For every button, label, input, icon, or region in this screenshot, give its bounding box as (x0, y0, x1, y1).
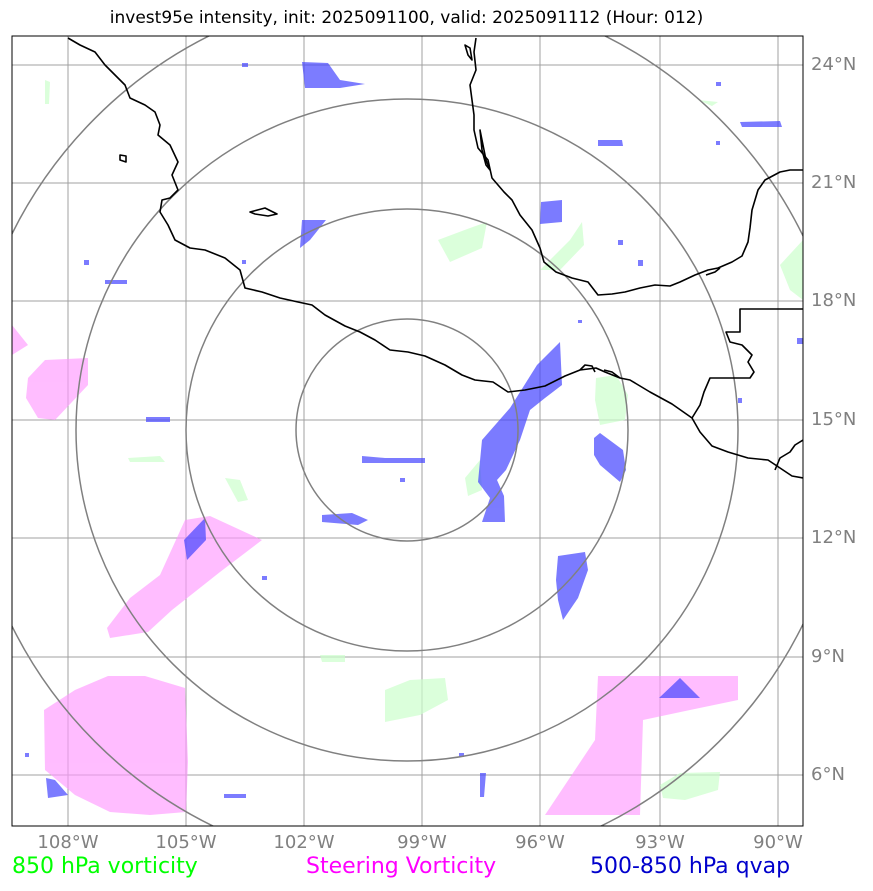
qvap-patch (659, 678, 700, 698)
qvap-patch (146, 417, 170, 422)
steering-patch (545, 676, 738, 815)
qvap-patch (242, 260, 246, 264)
range-rings (12, 36, 803, 826)
qvap-patch (242, 63, 248, 67)
qvap-patch (400, 478, 405, 482)
legend-vort850: 850 hPa vorticity (12, 854, 198, 879)
vort850-patch (465, 460, 482, 496)
qvap-patch (638, 260, 643, 266)
qvap-patch (598, 140, 623, 146)
lat-label-15: 15°N (811, 409, 857, 430)
qvap-patch (262, 576, 267, 580)
steering-contours (12, 325, 738, 815)
lat-label-21: 21°N (811, 172, 857, 193)
lon-label-96: 96°W (515, 832, 565, 853)
vort850-contours (45, 80, 803, 800)
qvap-patch (480, 773, 486, 797)
island-small-2 (249, 207, 278, 217)
steering-patch (44, 676, 188, 815)
coastline (67, 37, 803, 479)
qvap-patch (184, 518, 206, 560)
qvap-patch (459, 753, 464, 757)
vort850-patch (540, 222, 584, 270)
qvap-patch (46, 778, 68, 798)
coastline-tehuantepec (579, 364, 621, 379)
qvap-patch (540, 200, 562, 224)
qvap-patch (556, 552, 588, 620)
border-belize (774, 439, 803, 471)
steering-patch (26, 358, 88, 420)
coastline-yucatan-tip (705, 267, 721, 276)
vort850-patch (438, 222, 487, 262)
qvap-patch (105, 280, 127, 284)
coastline-mexico-pacific (67, 37, 803, 479)
lon-label-102: 102°W (273, 832, 335, 853)
map-title: invest95e intensity, init: 2025091100, v… (109, 8, 704, 28)
lat-label-9: 9°N (811, 646, 845, 667)
coastline-island (464, 44, 473, 61)
lon-label-93: 93°W (635, 832, 685, 853)
vort850-patch (595, 375, 628, 425)
lon-label-99: 99°W (397, 832, 447, 853)
qvap-patch (224, 794, 246, 798)
vort850-patch (780, 240, 803, 300)
qvap-patch (302, 62, 365, 88)
lat-label-24: 24°N (811, 54, 857, 75)
legend-steering: Steering Vorticity (306, 854, 497, 879)
qvap-patch (322, 513, 368, 525)
lat-label-18: 18°N (811, 290, 857, 311)
steering-patch (107, 516, 262, 638)
coastline-gulf (469, 37, 803, 296)
qvap-patch (84, 260, 89, 265)
island-small-1 (119, 154, 127, 163)
lat-label-12: 12°N (811, 527, 857, 548)
qvap-patch (740, 121, 782, 127)
border-guatemala (691, 308, 803, 419)
lon-label-108: 108°W (37, 832, 99, 853)
qvap-patch (797, 338, 803, 344)
qvap-patch (25, 753, 29, 757)
vort850-patch (698, 100, 718, 106)
vort850-patch (660, 772, 720, 800)
qvap-patch (716, 82, 721, 86)
vort850-patch (128, 456, 165, 462)
vort850-patch (45, 80, 50, 104)
range-ring-3 (75, 98, 739, 762)
qvap-patch (362, 456, 425, 463)
vort850-patch (320, 655, 345, 662)
lon-label-105: 105°W (155, 832, 217, 853)
vort850-patch (225, 478, 248, 502)
qvap-patch (716, 141, 720, 145)
qvap-patch (578, 320, 582, 323)
qvap-patch (618, 240, 623, 245)
lon-label-90: 90°W (753, 832, 803, 853)
range-ring-2 (185, 208, 629, 652)
coastline-yucatan-bay (479, 129, 491, 171)
vort850-patch (385, 678, 448, 722)
grid-lines (12, 36, 803, 826)
lat-label-6: 6°N (811, 764, 845, 785)
steering-patch (12, 325, 28, 355)
range-ring-1 (295, 318, 519, 542)
legend-qvap: 500-850 hPa qvap (590, 854, 791, 879)
qvap-patch (594, 433, 626, 482)
qvap-patch (738, 398, 742, 403)
